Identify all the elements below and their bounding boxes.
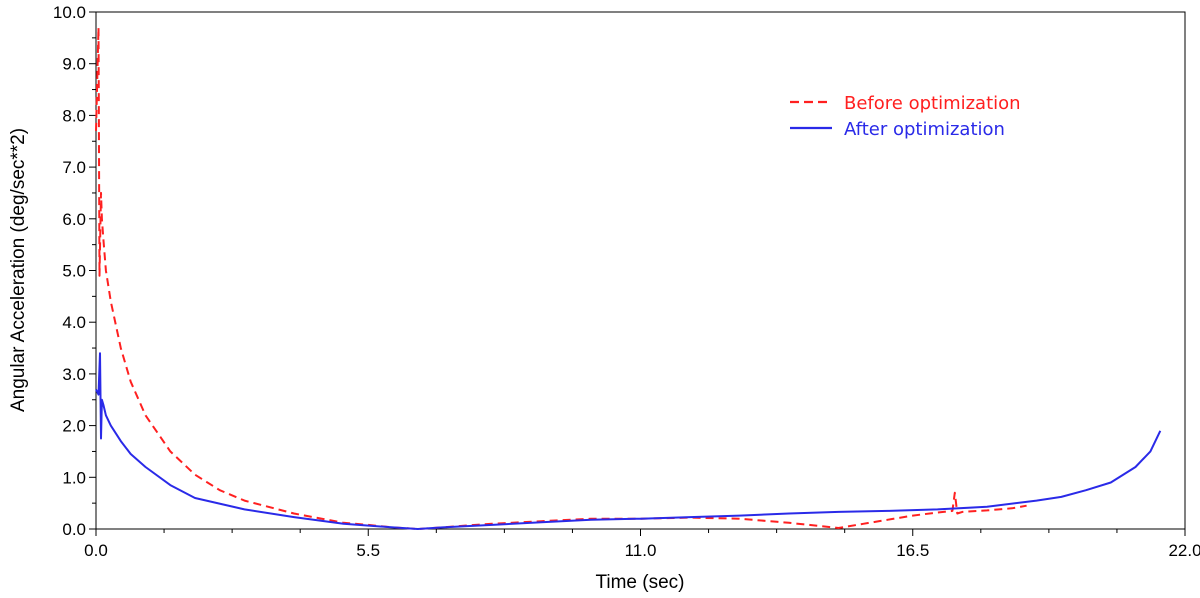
legend-label-before: Before optimization [844, 93, 1021, 114]
y-tick-label: 3.0 [62, 365, 86, 384]
y-tick-label: 6.0 [62, 210, 86, 229]
series-line-before-optimization [95, 26, 1027, 530]
y-tick-label: 9.0 [62, 55, 86, 74]
y-tick-label: 2.0 [62, 417, 86, 436]
legend: Before optimization After optimization [790, 93, 1021, 140]
x-tick-label: 0.0 [84, 541, 108, 560]
x-axis-ticks: 0.0 5.5 11.0 16.5 22.0 [84, 529, 1200, 560]
y-tick-label: 8.0 [62, 106, 86, 125]
plot-frame [95, 11, 1186, 530]
x-tick-label: 11.0 [625, 541, 657, 560]
x-tick-label: 22.0 [1168, 541, 1200, 560]
y-tick-label: 4.0 [62, 313, 86, 332]
x-axis-title: Time (sec) [595, 572, 684, 593]
legend-label-after: After optimization [844, 119, 1005, 140]
series-line-after-optimization [95, 352, 1162, 530]
y-tick-label: 1.0 [62, 468, 86, 487]
y-tick-label: 0.0 [62, 520, 86, 539]
y-tick-label: 7.0 [62, 158, 86, 177]
y-axis-ticks: 0.0 1.0 2.0 3.0 4.0 5.0 6.0 7.0 8.0 9.0 10.0 [53, 3, 96, 539]
x-tick-label: 5.5 [356, 541, 380, 560]
y-tick-label: 10.0 [53, 3, 86, 22]
series-layer [95, 26, 1162, 530]
y-axis-title: Angular Acceleration (deg/sec**2) [8, 128, 29, 412]
y-tick-label: 5.0 [62, 262, 86, 281]
x-tick-label: 16.5 [896, 541, 929, 560]
